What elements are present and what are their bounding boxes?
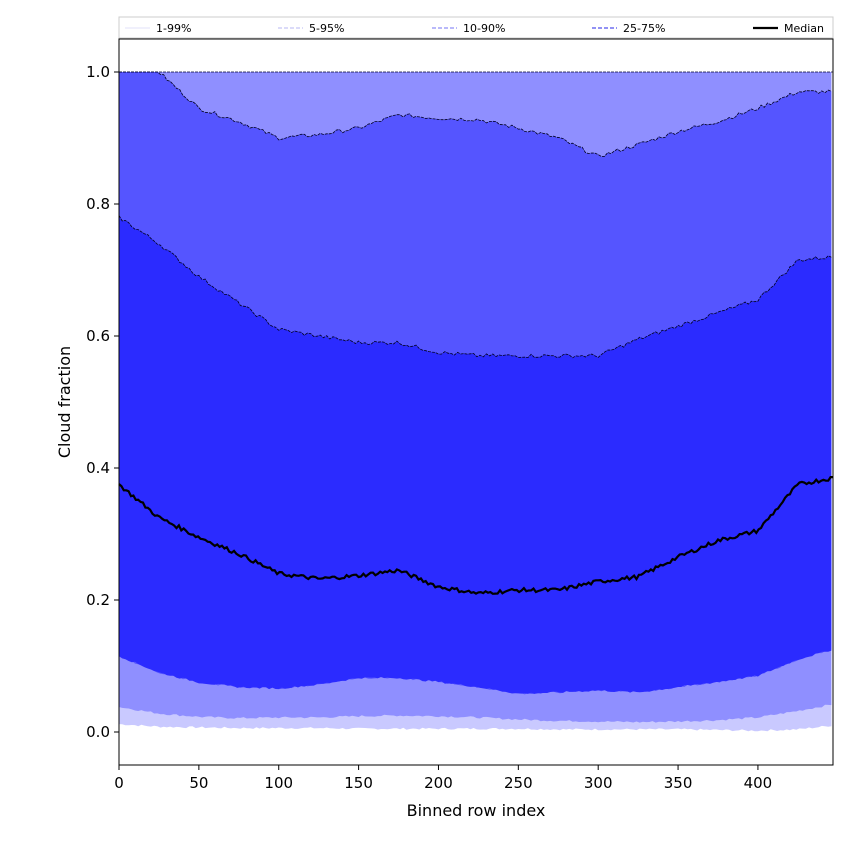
y-tick-label: 1.0 bbox=[86, 63, 110, 81]
y-axis-ticks: 0.0 0.2 0.4 0.6 0.8 1.0 bbox=[86, 63, 119, 741]
x-tick-label: 250 bbox=[504, 774, 533, 792]
x-axis-label: Binned row index bbox=[407, 801, 546, 820]
legend-label: 25-75% bbox=[623, 22, 665, 35]
plot-frame bbox=[118, 38, 834, 766]
y-tick-label: 0.6 bbox=[86, 327, 110, 345]
y-tick-label: 0.0 bbox=[86, 723, 110, 741]
band-25-75-upper-edge bbox=[118, 215, 832, 359]
x-tick-label: 100 bbox=[264, 774, 293, 792]
x-tick-label: 0 bbox=[114, 774, 124, 792]
median-line bbox=[118, 476, 833, 595]
x-tick-label: 350 bbox=[664, 774, 693, 792]
x-tick-label: 200 bbox=[424, 774, 453, 792]
percentile-bands bbox=[119, 72, 832, 732]
x-tick-label: 150 bbox=[344, 774, 373, 792]
y-tick-label: 0.2 bbox=[86, 591, 110, 609]
x-tick-label: 50 bbox=[189, 774, 208, 792]
legend: 1-99% 5-95% 10-90% 25-75% Median bbox=[118, 16, 834, 39]
x-axis-ticks: 0 50 100 150 200 250 300 350 400 bbox=[114, 765, 772, 792]
legend-label: 1-99% bbox=[156, 22, 191, 35]
legend-label: 5-95% bbox=[309, 22, 344, 35]
band-25-75 bbox=[119, 215, 832, 694]
legend-label: 10-90% bbox=[463, 22, 505, 35]
legend-label: Median bbox=[784, 22, 824, 35]
x-tick-label: 400 bbox=[744, 774, 773, 792]
y-axis-label: Cloud fraction bbox=[55, 346, 74, 458]
band-10-90-upper-edge bbox=[119, 71, 832, 157]
y-tick-label: 0.4 bbox=[86, 459, 110, 477]
legend-frame bbox=[118, 16, 834, 39]
percentile-band-edges bbox=[118, 71, 833, 359]
y-tick-label: 0.8 bbox=[86, 195, 110, 213]
x-tick-label: 300 bbox=[584, 774, 613, 792]
